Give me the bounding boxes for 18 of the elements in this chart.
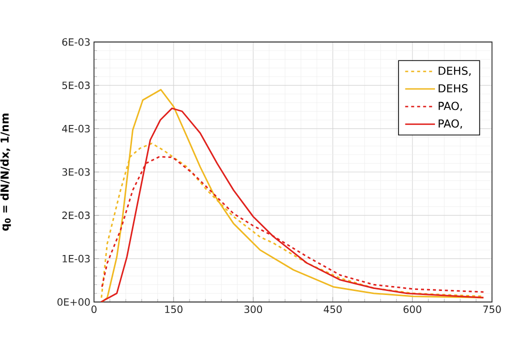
legend-label: DEHS, [438,66,471,76]
y-tick-label: 4E-03 [62,124,90,132]
x-tick-label: 450 [324,306,342,314]
x-tick-label: 300 [244,306,262,314]
y-tick-label: 5E-03 [62,82,90,90]
x-tick-label: 150 [165,306,182,314]
y-tick-label: 1E-03 [62,254,90,262]
x-tick-label: 600 [404,306,422,314]
y-axis-title: q$_{0}$ = dN/N/dx, 1/nm [0,114,11,231]
y-tick-label: 3E-03 [62,168,90,176]
y-tick-label: 6E-03 [62,38,90,46]
legend-label: PAO, [438,119,462,129]
x-tick-label: 750 [483,306,501,314]
y-tick-label: 0E+00 [57,298,90,306]
legend-label: DEHS [438,84,468,92]
legend-label: PAO, [438,102,462,112]
x-tick-label: 0 [91,306,97,314]
y-tick-label: 2E-03 [62,212,90,220]
